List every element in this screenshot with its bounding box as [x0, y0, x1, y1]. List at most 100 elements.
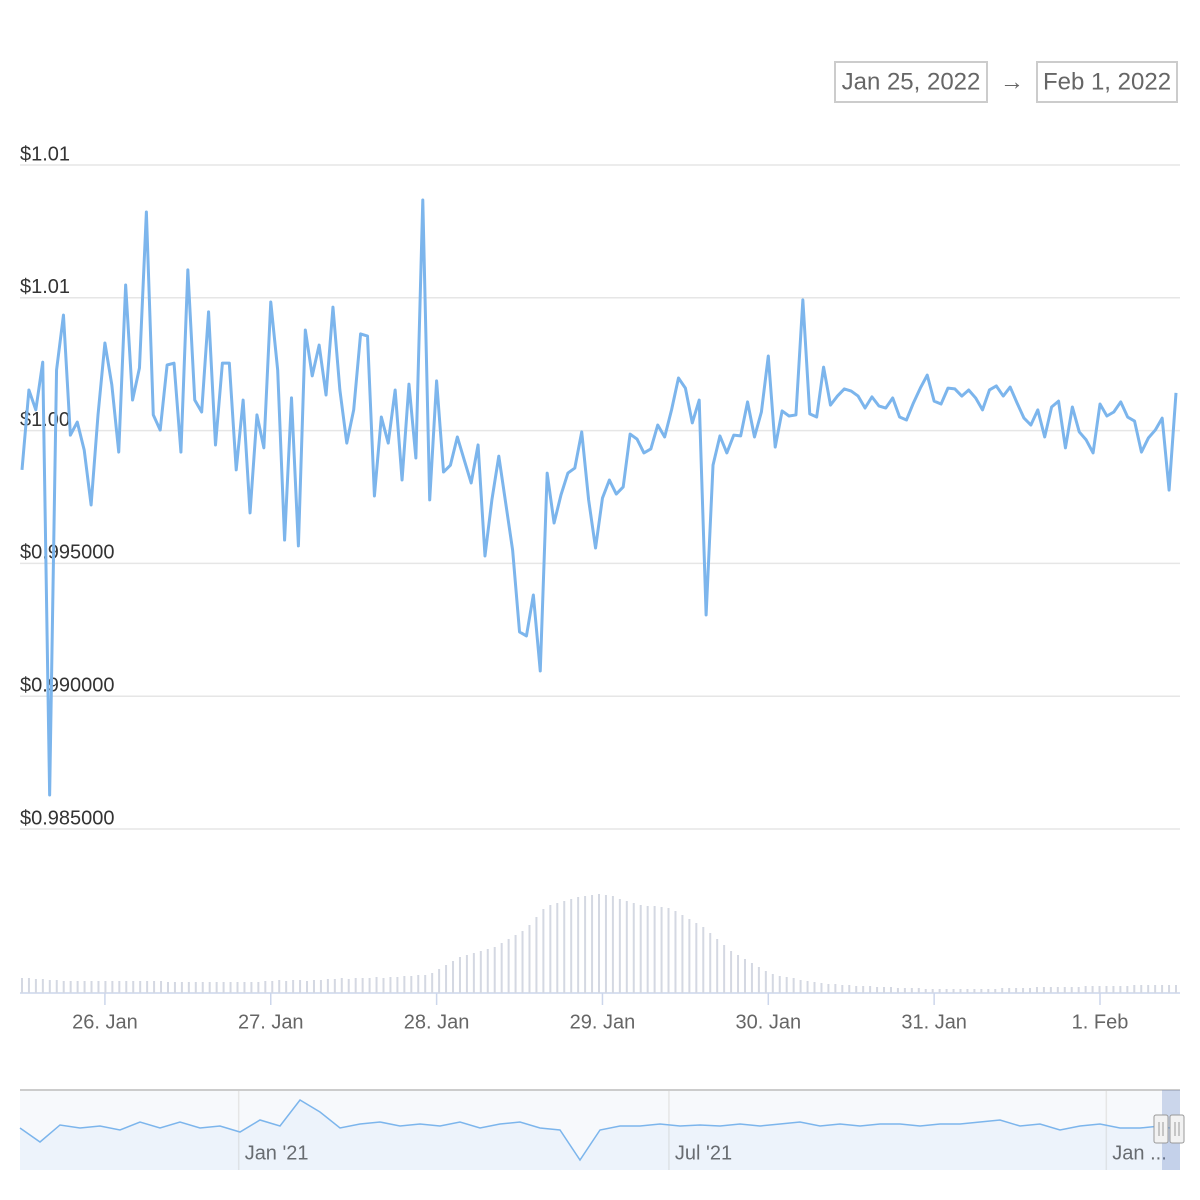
volume-bar [1063, 987, 1066, 993]
volume-bar [333, 979, 336, 993]
volume-bar [424, 975, 427, 993]
volume-bar [563, 901, 566, 993]
volume-bar [521, 931, 524, 993]
y-tick-label: $1.01 [20, 276, 70, 298]
volume-bar [799, 980, 802, 993]
volume-bar [187, 982, 190, 993]
volume-bar [917, 988, 920, 993]
volume-bar [153, 981, 156, 993]
volume-bar [83, 981, 86, 993]
volume-bar [312, 980, 315, 993]
volume-bar [132, 981, 135, 993]
volume-bar [292, 980, 295, 993]
volume-bar [1070, 987, 1073, 993]
volume-bar [340, 978, 343, 993]
volume-bar [194, 982, 197, 993]
x-tick-label: 29. Jan [570, 1011, 636, 1033]
navigator-tick-label: Jan '21 [245, 1142, 309, 1164]
range-to[interactable]: Feb 1, 2022 [1043, 68, 1171, 95]
volume-bar [354, 978, 357, 993]
range-from[interactable]: Jan 25, 2022 [842, 68, 981, 95]
volume-bar [1042, 987, 1045, 993]
volume-bar [306, 981, 309, 993]
volume-bar [841, 985, 844, 993]
volume-bar [229, 982, 232, 993]
navigator-handle[interactable] [1153, 1114, 1169, 1144]
volume-bar [632, 903, 635, 993]
volume-bar [160, 981, 163, 993]
volume-bar [125, 981, 128, 993]
volume-bar [1168, 985, 1171, 993]
volume-bar [375, 977, 378, 993]
volume-bar [507, 939, 510, 993]
volume-bar [771, 974, 774, 993]
volume-bar [361, 978, 364, 993]
volume-bar [222, 982, 225, 993]
volume-bar [465, 955, 468, 993]
volume-bar [319, 980, 322, 993]
volume-bar [743, 959, 746, 993]
volume-bar [827, 984, 830, 993]
volume-bar [570, 899, 573, 993]
volume-bar [604, 895, 607, 993]
volume-bar [1015, 988, 1018, 993]
range-to-box[interactable] [1036, 61, 1178, 103]
volume-bar [639, 905, 642, 993]
volume-bar [910, 988, 913, 993]
volume-bar [382, 978, 385, 993]
volume-bar [410, 976, 413, 993]
volume-bar [716, 939, 719, 993]
volume-bar [208, 982, 211, 993]
volume-bar [674, 911, 677, 993]
volume-bar [896, 988, 899, 993]
volume-bar [472, 953, 475, 993]
x-tick-label: 30. Jan [735, 1011, 801, 1033]
volume-bar [1077, 987, 1080, 993]
volume-bar [584, 896, 587, 993]
volume-bar [556, 903, 559, 993]
volume-bar [625, 901, 628, 993]
volume-bar [1008, 988, 1011, 993]
volume-bar [834, 984, 837, 993]
volume-bar [173, 982, 176, 993]
volume-bar [41, 979, 44, 993]
volume-bar [445, 965, 448, 993]
volume-bar [695, 923, 698, 993]
x-tick-label: 27. Jan [238, 1011, 304, 1033]
volume-bar [438, 969, 441, 993]
volume-bar [618, 899, 621, 993]
volume-bar [34, 979, 37, 993]
volume-bar [528, 925, 531, 993]
volume-bar [1161, 985, 1164, 993]
volume-bar [959, 989, 962, 993]
volume-bar [1154, 985, 1157, 993]
volume-bar [1029, 988, 1032, 993]
navigator-handle[interactable] [1169, 1114, 1185, 1144]
volume-bar [486, 949, 489, 993]
volume-bar [1105, 986, 1108, 993]
volume-bar [326, 979, 329, 993]
range-separator: → [1000, 68, 1024, 95]
volume-bar [111, 981, 114, 993]
volume-bar [250, 982, 253, 993]
x-tick-label: 31. Jan [901, 1011, 967, 1033]
volume-bar [903, 988, 906, 993]
volume-bar [69, 981, 72, 993]
y-tick-label: $0.990000 [20, 674, 115, 696]
volume-bar [598, 894, 600, 993]
volume-bar [1147, 985, 1150, 993]
volume-bar [201, 982, 204, 993]
x-tick-label: 26. Jan [72, 1011, 138, 1033]
x-tick-label: 28. Jan [404, 1011, 470, 1033]
volume-bar [55, 980, 58, 993]
navigator-line [19, 1099, 1181, 1162]
volume-bar [750, 963, 753, 993]
range-from-box[interactable] [834, 61, 988, 103]
volume-bar [458, 957, 461, 993]
volume-bar [403, 976, 406, 993]
volume-bar [757, 967, 760, 993]
volume-bar [76, 981, 79, 993]
volume-bar [299, 980, 302, 993]
volume-bar [952, 989, 955, 993]
volume-bar [97, 981, 100, 993]
